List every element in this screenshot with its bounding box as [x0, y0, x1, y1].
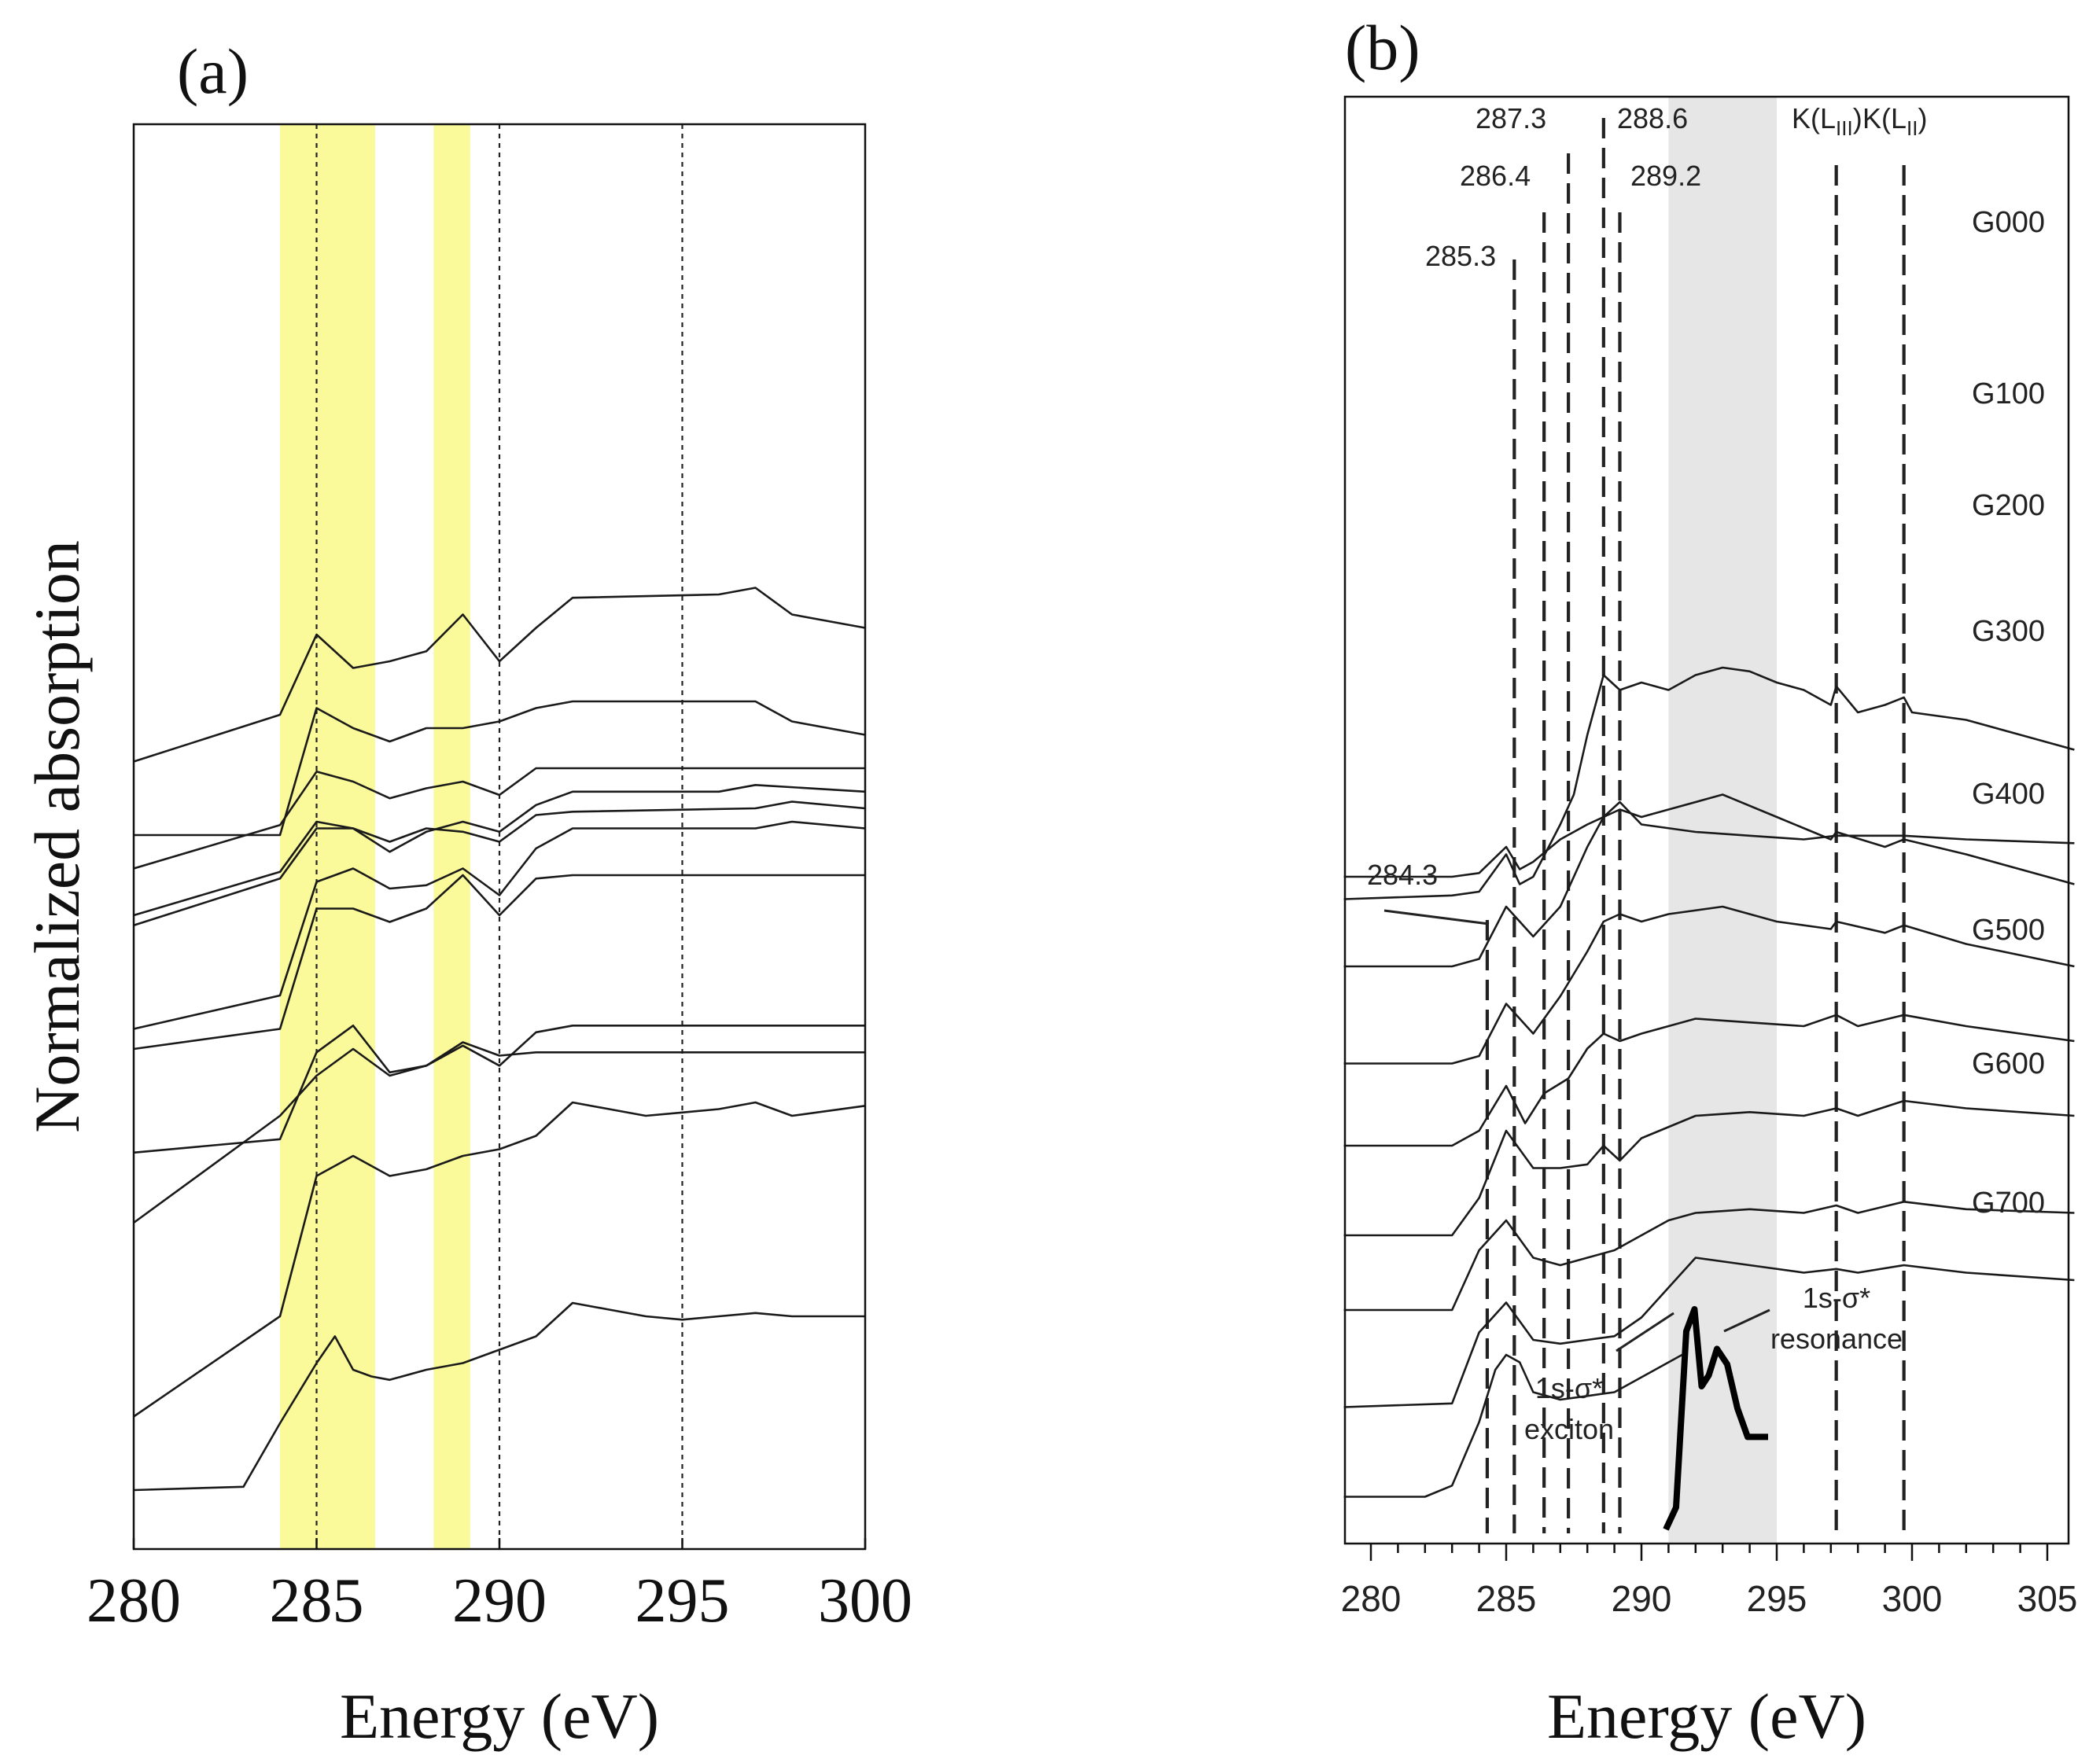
resonance-label-line2: resonance — [1770, 1323, 1903, 1355]
trace-a-6 — [133, 820, 866, 1030]
x-tick-label-a-290: 290 — [452, 1566, 547, 1636]
marker-284-label: 284.3 — [1367, 859, 1438, 891]
exciton-label-line1: 1s-σ* — [1535, 1372, 1603, 1404]
peak-marker-label-K(LIII): K(LIII) — [1792, 102, 1862, 140]
trace-b-reference — [1343, 1353, 1683, 1498]
highlight-band-1 — [280, 124, 375, 1549]
series-label-G200: G200 — [1972, 489, 2045, 522]
highlight-bands-a — [280, 124, 470, 1549]
x-tick-label-b-300: 300 — [1882, 1578, 1943, 1619]
highlight-band-b — [1668, 97, 1777, 1544]
x-tick-label-b-295: 295 — [1747, 1578, 1807, 1619]
peak-marker-lines-b — [1485, 118, 1906, 1533]
series-label-G700: G700 — [1972, 1187, 2045, 1220]
trace-b-G700 — [1343, 1257, 2075, 1408]
trace-b-G200 — [1343, 793, 2075, 968]
peak-marker-label-285.3: 285.3 — [1425, 240, 1496, 272]
trace-b-G600 — [1343, 1201, 2075, 1312]
inset-resonance-line — [1663, 1306, 1768, 1531]
peak-marker-label-289.2: 289.2 — [1630, 160, 1701, 192]
x-tick-label-b-305: 305 — [2017, 1578, 2078, 1619]
y-axis-label-a: Normalized absorption — [21, 540, 93, 1133]
trace-b-G400 — [1343, 1014, 2075, 1147]
trace-a-11 — [133, 1301, 865, 1492]
series-label-G600: G600 — [1972, 1047, 2045, 1080]
trace-b-G500 — [1343, 1099, 2075, 1237]
panel-label-b: (b) — [1345, 12, 1420, 83]
traces-b — [1343, 666, 2075, 1498]
x-tick-label-a-285: 285 — [270, 1566, 364, 1636]
peak-marker-label-287.3: 287.3 — [1476, 102, 1546, 134]
series-label-G500: G500 — [1972, 914, 2045, 947]
series-label-G300: G300 — [1972, 615, 2045, 648]
x-tick-label-a-300: 300 — [818, 1566, 912, 1636]
x-tick-label-b-290: 290 — [1612, 1578, 1672, 1619]
x-tick-label-a-280: 280 — [87, 1566, 181, 1636]
trace-a-10 — [133, 1101, 866, 1418]
resonance-label-line1: 1s-σ* — [1803, 1282, 1870, 1314]
panel-a: 280 285 290 295 300 (a) Energy (eV) Normaliz… — [21, 35, 912, 1752]
highlight-band-gray — [1668, 97, 1777, 1544]
traces-a — [133, 587, 866, 1492]
inset-resonance-curve — [1663, 1306, 1768, 1531]
peak-marker-labels-b: 285.3 286.4 287.3 288.6 289.2 K(LIII) K(LII) — [1425, 102, 1927, 272]
exciton-leader-line — [1616, 1312, 1674, 1352]
reference-lines-a — [315, 124, 683, 1549]
x-ticks-b: 280 285 290 295 300 305 — [1341, 1544, 2078, 1619]
peak-marker-label-288.6: 288.6 — [1617, 102, 1688, 134]
x-axis-label-a: Energy (eV) — [340, 1680, 659, 1752]
plot-frame-b — [1343, 95, 2070, 1545]
series-label-G000: G000 — [1972, 206, 2045, 239]
resonance-leader-line — [1723, 1308, 1770, 1333]
trace-a-1 — [133, 587, 866, 763]
marker-284-leader-line — [1383, 909, 1490, 925]
x-tick-label-b-280: 280 — [1341, 1578, 1402, 1619]
peak-marker-label-K(LII): K(LII) — [1862, 102, 1927, 140]
trace-b-G000 — [1343, 666, 2075, 900]
trace-b-G300 — [1343, 905, 2075, 1065]
exciton-label-line2: exciton — [1524, 1413, 1614, 1445]
x-tick-label-b-285: 285 — [1476, 1578, 1537, 1619]
series-labels-b: G000 G100 G200 G300 G400 G500 G600 G700 — [1972, 206, 2045, 1220]
trace-a-4 — [133, 800, 866, 917]
trace-a-5 — [133, 784, 866, 927]
x-axis-label-b: Energy (eV) — [1547, 1680, 1866, 1752]
trace-a-9 — [133, 1041, 865, 1224]
x-ticks-a: 280 285 290 295 300 — [87, 1538, 912, 1636]
highlight-band-2 — [433, 124, 470, 1549]
trace-a-3 — [133, 767, 865, 870]
panel-label-a: (a) — [177, 35, 249, 107]
series-label-G400: G400 — [1972, 778, 2045, 811]
x-tick-label-a-295: 295 — [636, 1566, 730, 1636]
peak-marker-label-286.4: 286.4 — [1460, 160, 1531, 192]
trace-a-7 — [133, 874, 865, 1051]
trace-a-2 — [134, 700, 866, 837]
series-label-G100: G100 — [1972, 377, 2045, 410]
